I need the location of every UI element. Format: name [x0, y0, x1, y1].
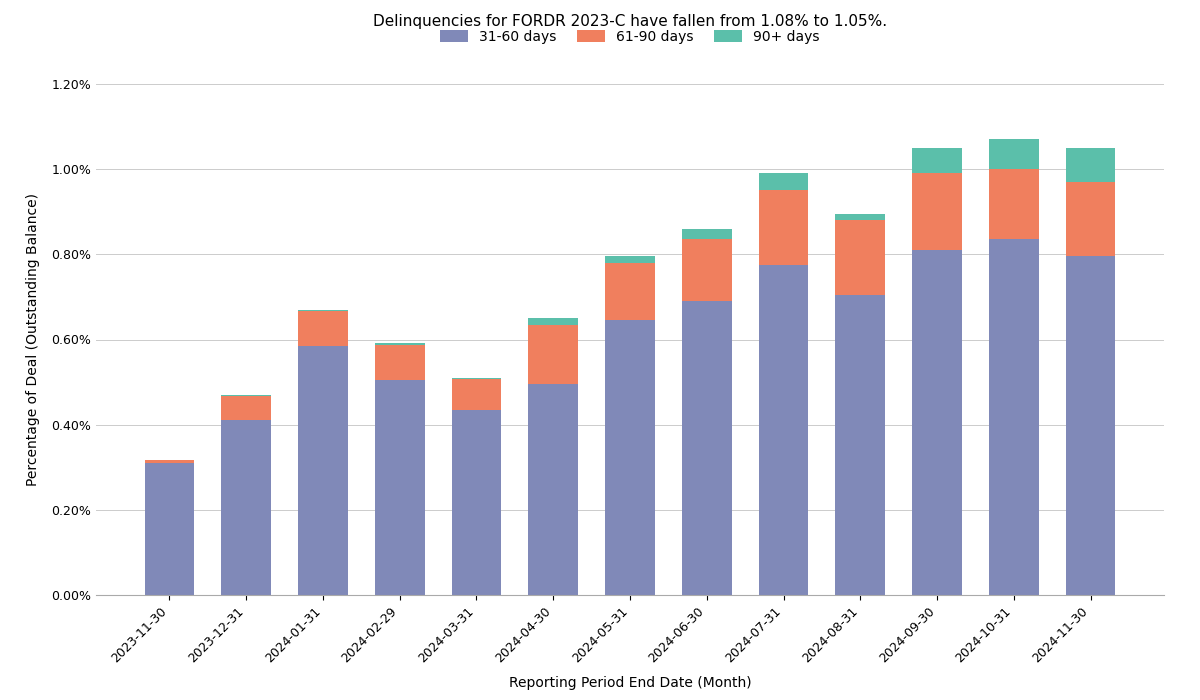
Y-axis label: Percentage of Deal (Outstanding Balance): Percentage of Deal (Outstanding Balance): [26, 193, 40, 486]
Bar: [912, 148, 962, 174]
Legend: 31-60 days, 61-90 days, 90+ days: 31-60 days, 61-90 days, 90+ days: [440, 29, 820, 43]
X-axis label: Reporting Period End Date (Month): Reporting Period End Date (Month): [509, 676, 751, 690]
Bar: [682, 239, 732, 301]
Bar: [605, 263, 655, 321]
Bar: [758, 190, 809, 265]
Bar: [682, 301, 732, 595]
Bar: [528, 384, 578, 595]
Bar: [758, 265, 809, 595]
Bar: [605, 256, 655, 263]
Bar: [989, 169, 1039, 239]
Bar: [835, 295, 886, 595]
Bar: [298, 311, 348, 346]
Bar: [1066, 148, 1116, 182]
Title: Delinquencies for FORDR 2023-C have fallen from 1.08% to 1.05%.: Delinquencies for FORDR 2023-C have fall…: [373, 14, 887, 29]
Bar: [221, 395, 271, 421]
Bar: [374, 343, 425, 345]
Bar: [682, 229, 732, 239]
Bar: [989, 239, 1039, 595]
Bar: [835, 220, 886, 295]
Bar: [298, 309, 348, 311]
Bar: [374, 380, 425, 595]
Bar: [528, 318, 578, 325]
Bar: [912, 250, 962, 595]
Bar: [605, 321, 655, 595]
Bar: [144, 461, 194, 463]
Bar: [144, 463, 194, 595]
Bar: [221, 421, 271, 595]
Bar: [1066, 256, 1116, 595]
Bar: [451, 378, 502, 379]
Bar: [298, 346, 348, 595]
Bar: [528, 325, 578, 384]
Bar: [144, 460, 194, 461]
Bar: [451, 379, 502, 410]
Bar: [451, 410, 502, 595]
Bar: [835, 214, 886, 220]
Bar: [989, 139, 1039, 169]
Bar: [374, 345, 425, 380]
Bar: [758, 174, 809, 190]
Bar: [912, 174, 962, 250]
Bar: [1066, 182, 1116, 256]
